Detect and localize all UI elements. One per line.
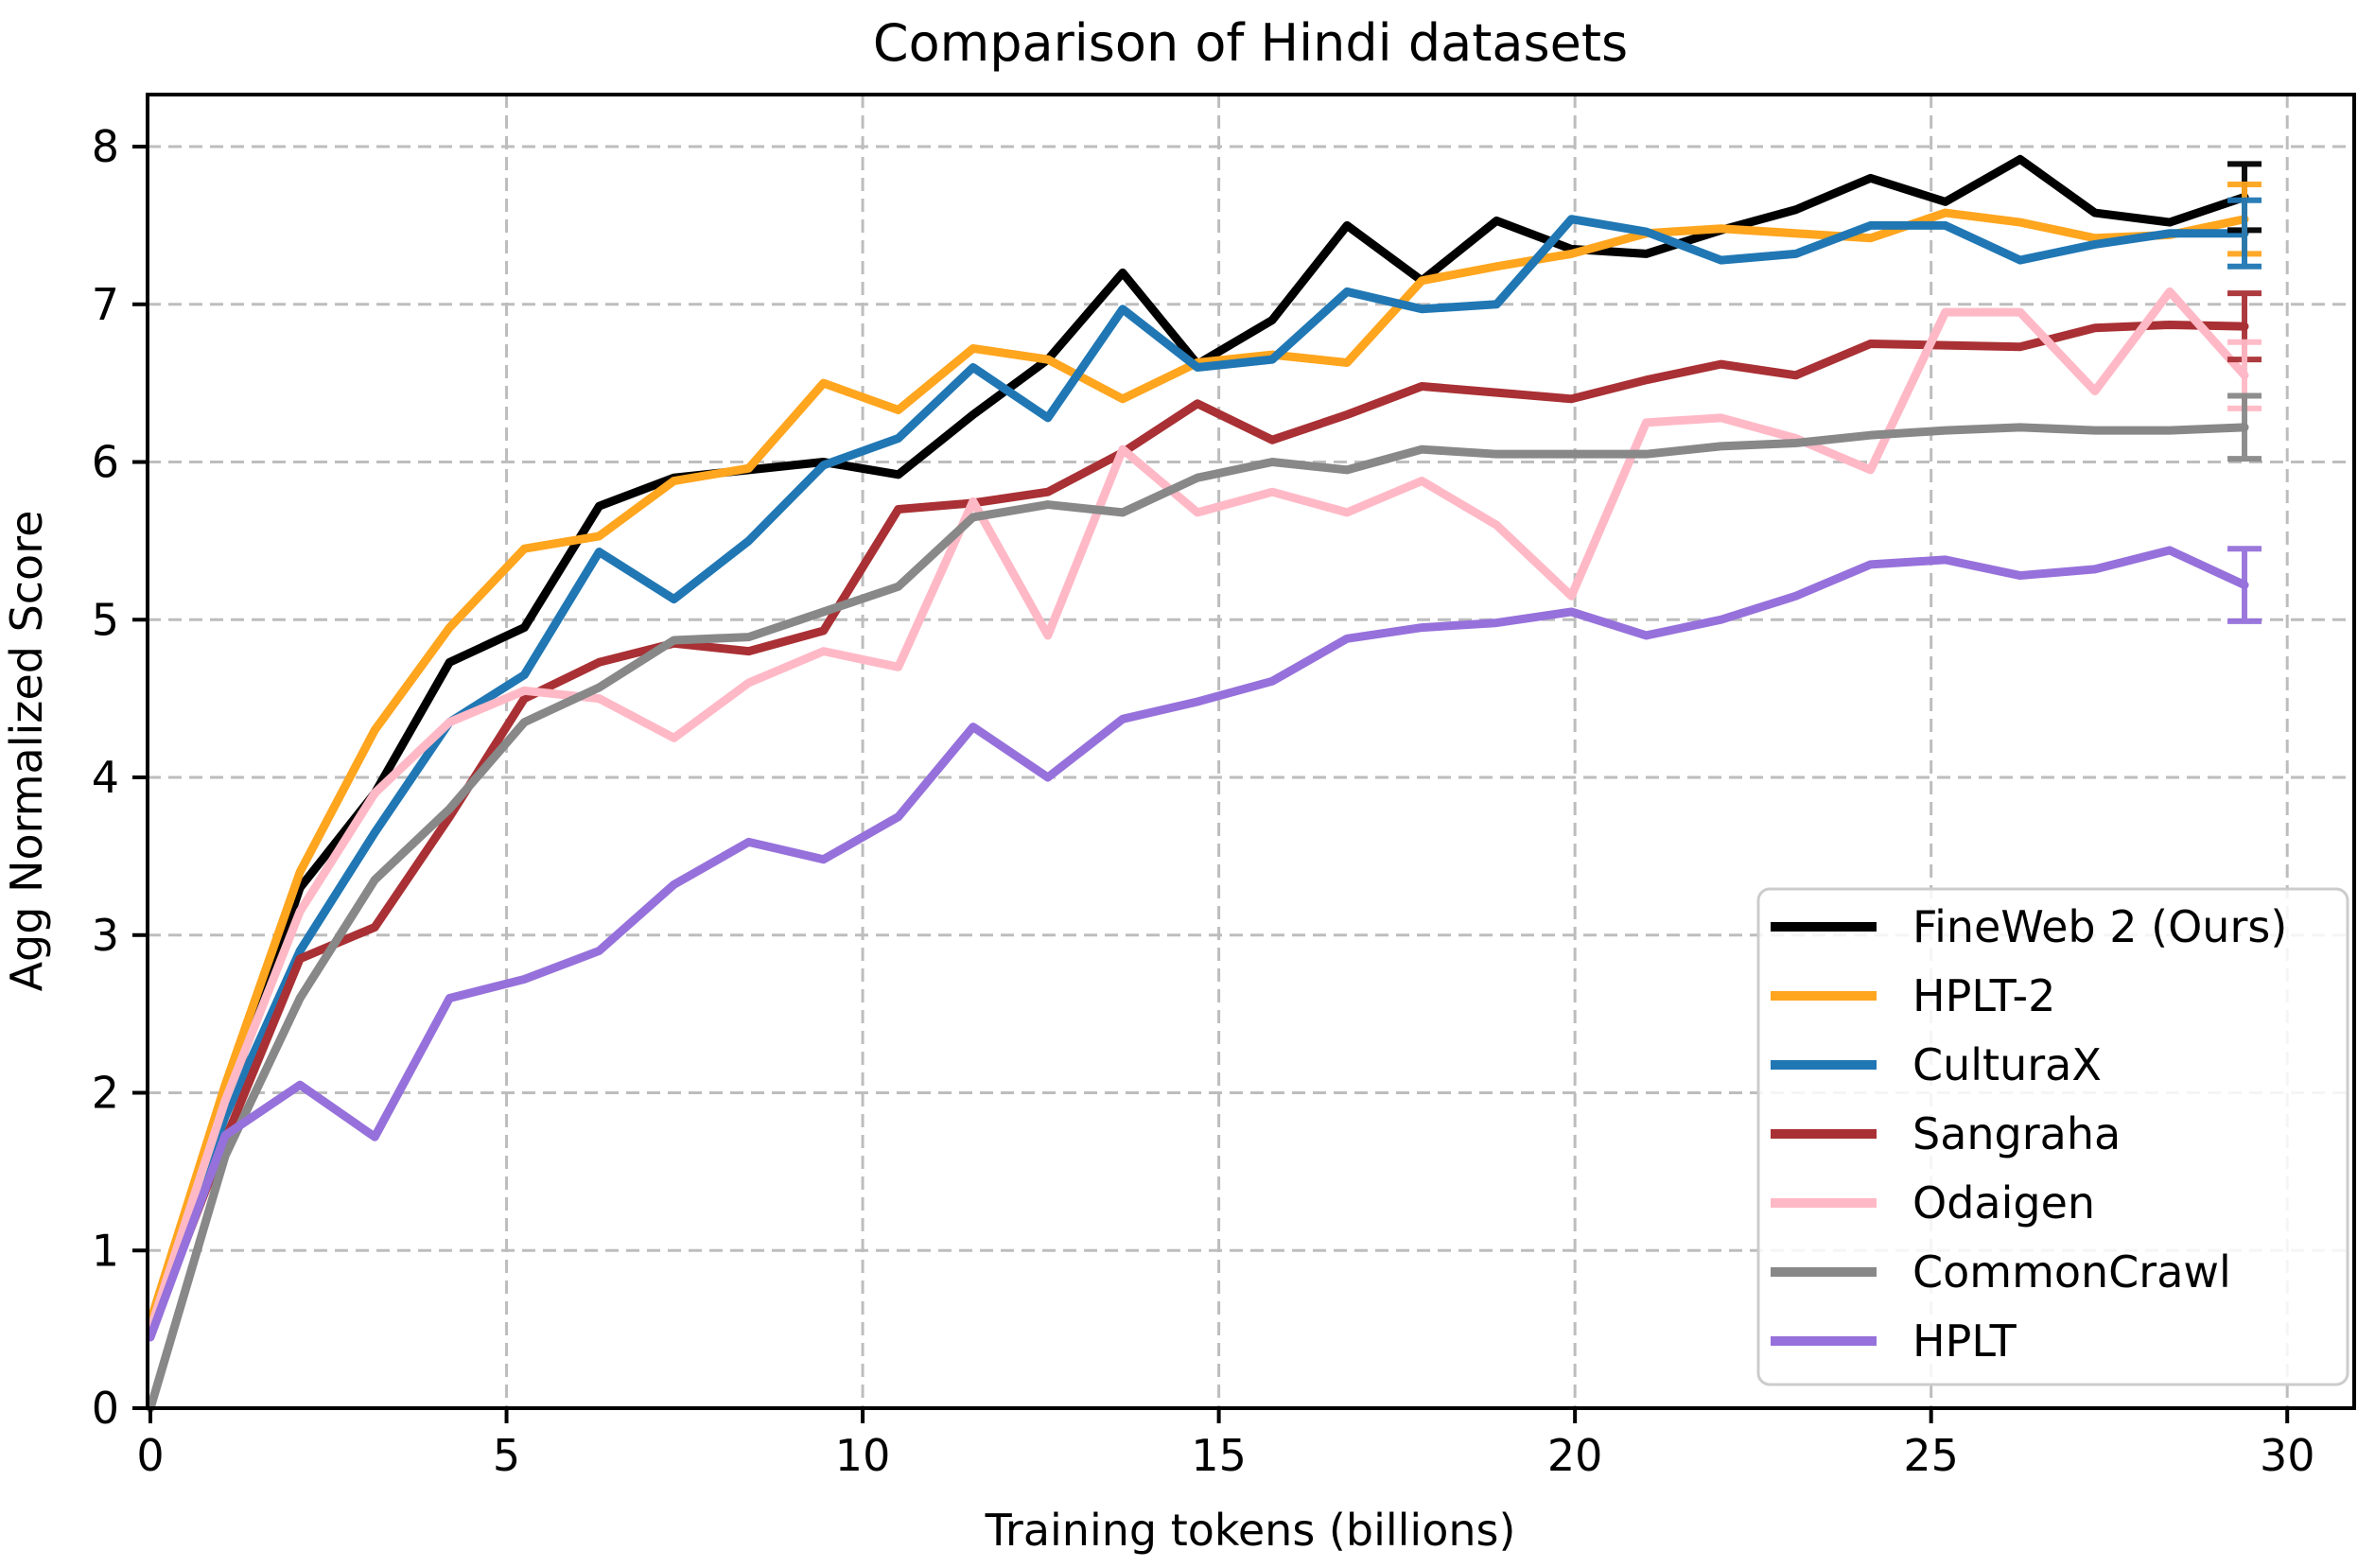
x-tick-label: 0 (136, 1430, 164, 1481)
series-line-culturax (146, 215, 2249, 1334)
legend-entry: HPLT-2 (1771, 970, 2055, 1021)
y-tick-label: 2 (92, 1068, 119, 1119)
legend-entry: HPLT (1771, 1315, 2017, 1367)
series-lines (146, 154, 2249, 1413)
error-bar-commoncrawl (2227, 392, 2262, 462)
series-line-odaigen (146, 287, 2249, 1334)
legend-label: HPLT-2 (1912, 970, 2055, 1021)
y-axis-label: Agg Normalized Score (1, 511, 52, 992)
error-bar-culturax (2227, 197, 2262, 270)
legend-entry: Odaigen (1771, 1177, 2095, 1228)
x-tick-label: 30 (2260, 1430, 2315, 1481)
legend-label: HPLT (1912, 1315, 2017, 1367)
series-line-hplt (146, 546, 2249, 1342)
x-tick-label: 25 (1903, 1430, 1959, 1481)
x-tick-label: 5 (493, 1430, 520, 1481)
y-tick-label: 1 (92, 1225, 119, 1276)
error-bars (2227, 161, 2262, 624)
legend-label: CulturaX (1912, 1039, 2102, 1090)
y-tick-label: 8 (92, 121, 119, 172)
y-tick-label: 0 (92, 1383, 119, 1434)
legend: FineWeb 2 (Ours) HPLT-2 CulturaX Sangraha Od… (1756, 887, 2349, 1386)
legend-box (1756, 887, 2349, 1386)
error-bar-hplt (2227, 546, 2262, 624)
y-tick-label: 6 (92, 437, 119, 488)
legend-label: CommonCrawl (1912, 1246, 2231, 1298)
legend-entry: FineWeb 2 (Ours) (1771, 901, 2287, 952)
legend-entry: CommonCrawl (1771, 1246, 2231, 1298)
x-tick-label: 15 (1191, 1430, 1247, 1481)
legend-label: Odaigen (1912, 1177, 2095, 1228)
y-tick-label: 3 (92, 910, 119, 961)
y-tick-label: 7 (92, 279, 119, 330)
x-tick-label: 20 (1547, 1430, 1603, 1481)
y-tick-label: 4 (92, 752, 119, 803)
legend-entry: CulturaX (1771, 1039, 2102, 1090)
x-tick-label: 10 (835, 1430, 891, 1481)
legend-label: Sangraha (1912, 1108, 2121, 1159)
x-axis-label: Training tokens (billions) (985, 1505, 1516, 1556)
chart-title: Comparison of Hindi datasets (873, 13, 1628, 73)
series-line-sangraha (146, 320, 2249, 1337)
legend-entry: Sangraha (1771, 1108, 2121, 1159)
legend-label: FineWeb 2 (Ours) (1912, 901, 2287, 952)
y-tick-label: 5 (92, 594, 119, 645)
series-line-commoncrawl (146, 423, 2249, 1413)
plot-border (146, 93, 2356, 1410)
axis-ticks: 0 5 10 15 20 25 30 0 1 2 3 4 5 6 7 8 (92, 121, 2315, 1481)
